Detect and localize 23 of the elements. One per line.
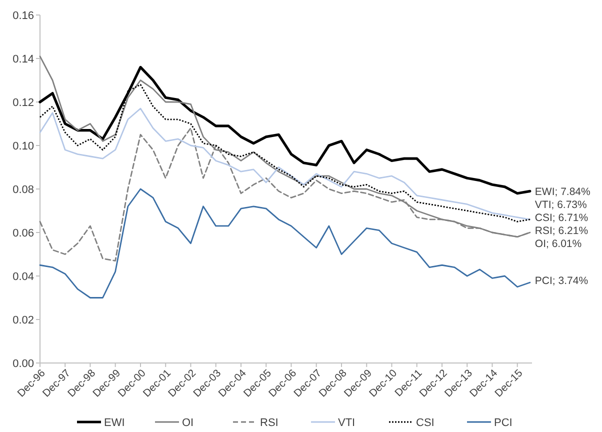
y-tick-label: 0.04 xyxy=(12,270,34,283)
annotation: RSI; 6.21% xyxy=(534,225,588,237)
y-tick-label: 0.06 xyxy=(12,227,34,240)
legend-label: PCI xyxy=(494,416,512,429)
line-series xyxy=(39,108,531,220)
y-tick-label: 0.16 xyxy=(12,10,34,22)
legend-label: OI xyxy=(182,416,194,429)
text: VTI; 6.73% xyxy=(534,198,587,211)
y-tick-label: 0.10 xyxy=(12,140,34,152)
y-tick-label: 0.08 xyxy=(12,184,34,196)
y-tick-label: 0.00 xyxy=(12,358,34,370)
y-tick-label: 0.12 xyxy=(12,96,34,109)
y-tick-label: 0.14 xyxy=(12,53,34,66)
legend-label: RSI xyxy=(260,416,278,429)
y-tick-label: 0.02 xyxy=(12,314,34,326)
annotation: EWI; 7.84% xyxy=(534,186,590,198)
line-series xyxy=(39,188,531,298)
annotation: CSI; 6.71% xyxy=(534,212,588,224)
annotation: PCI; 3.74% xyxy=(534,275,588,288)
legend-label: VTI xyxy=(338,416,356,429)
text: OI; 6.01% xyxy=(534,238,582,250)
legend-label: CSI xyxy=(416,416,434,429)
legend-label: EWI xyxy=(104,416,125,429)
